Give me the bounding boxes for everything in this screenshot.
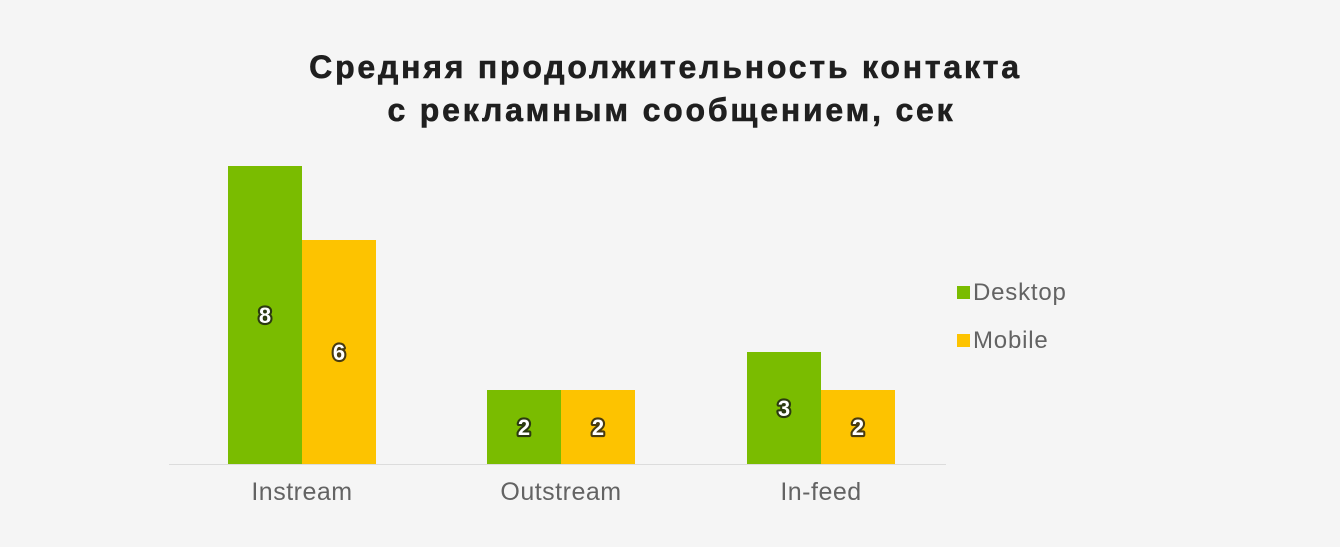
svg-text:8: 8 (259, 303, 271, 328)
svg-text:6: 6 (333, 340, 345, 365)
svg-text:2: 2 (518, 415, 530, 440)
svg-text:2: 2 (852, 415, 864, 440)
svg-text:2: 2 (592, 415, 604, 440)
svg-text:3: 3 (778, 396, 790, 421)
